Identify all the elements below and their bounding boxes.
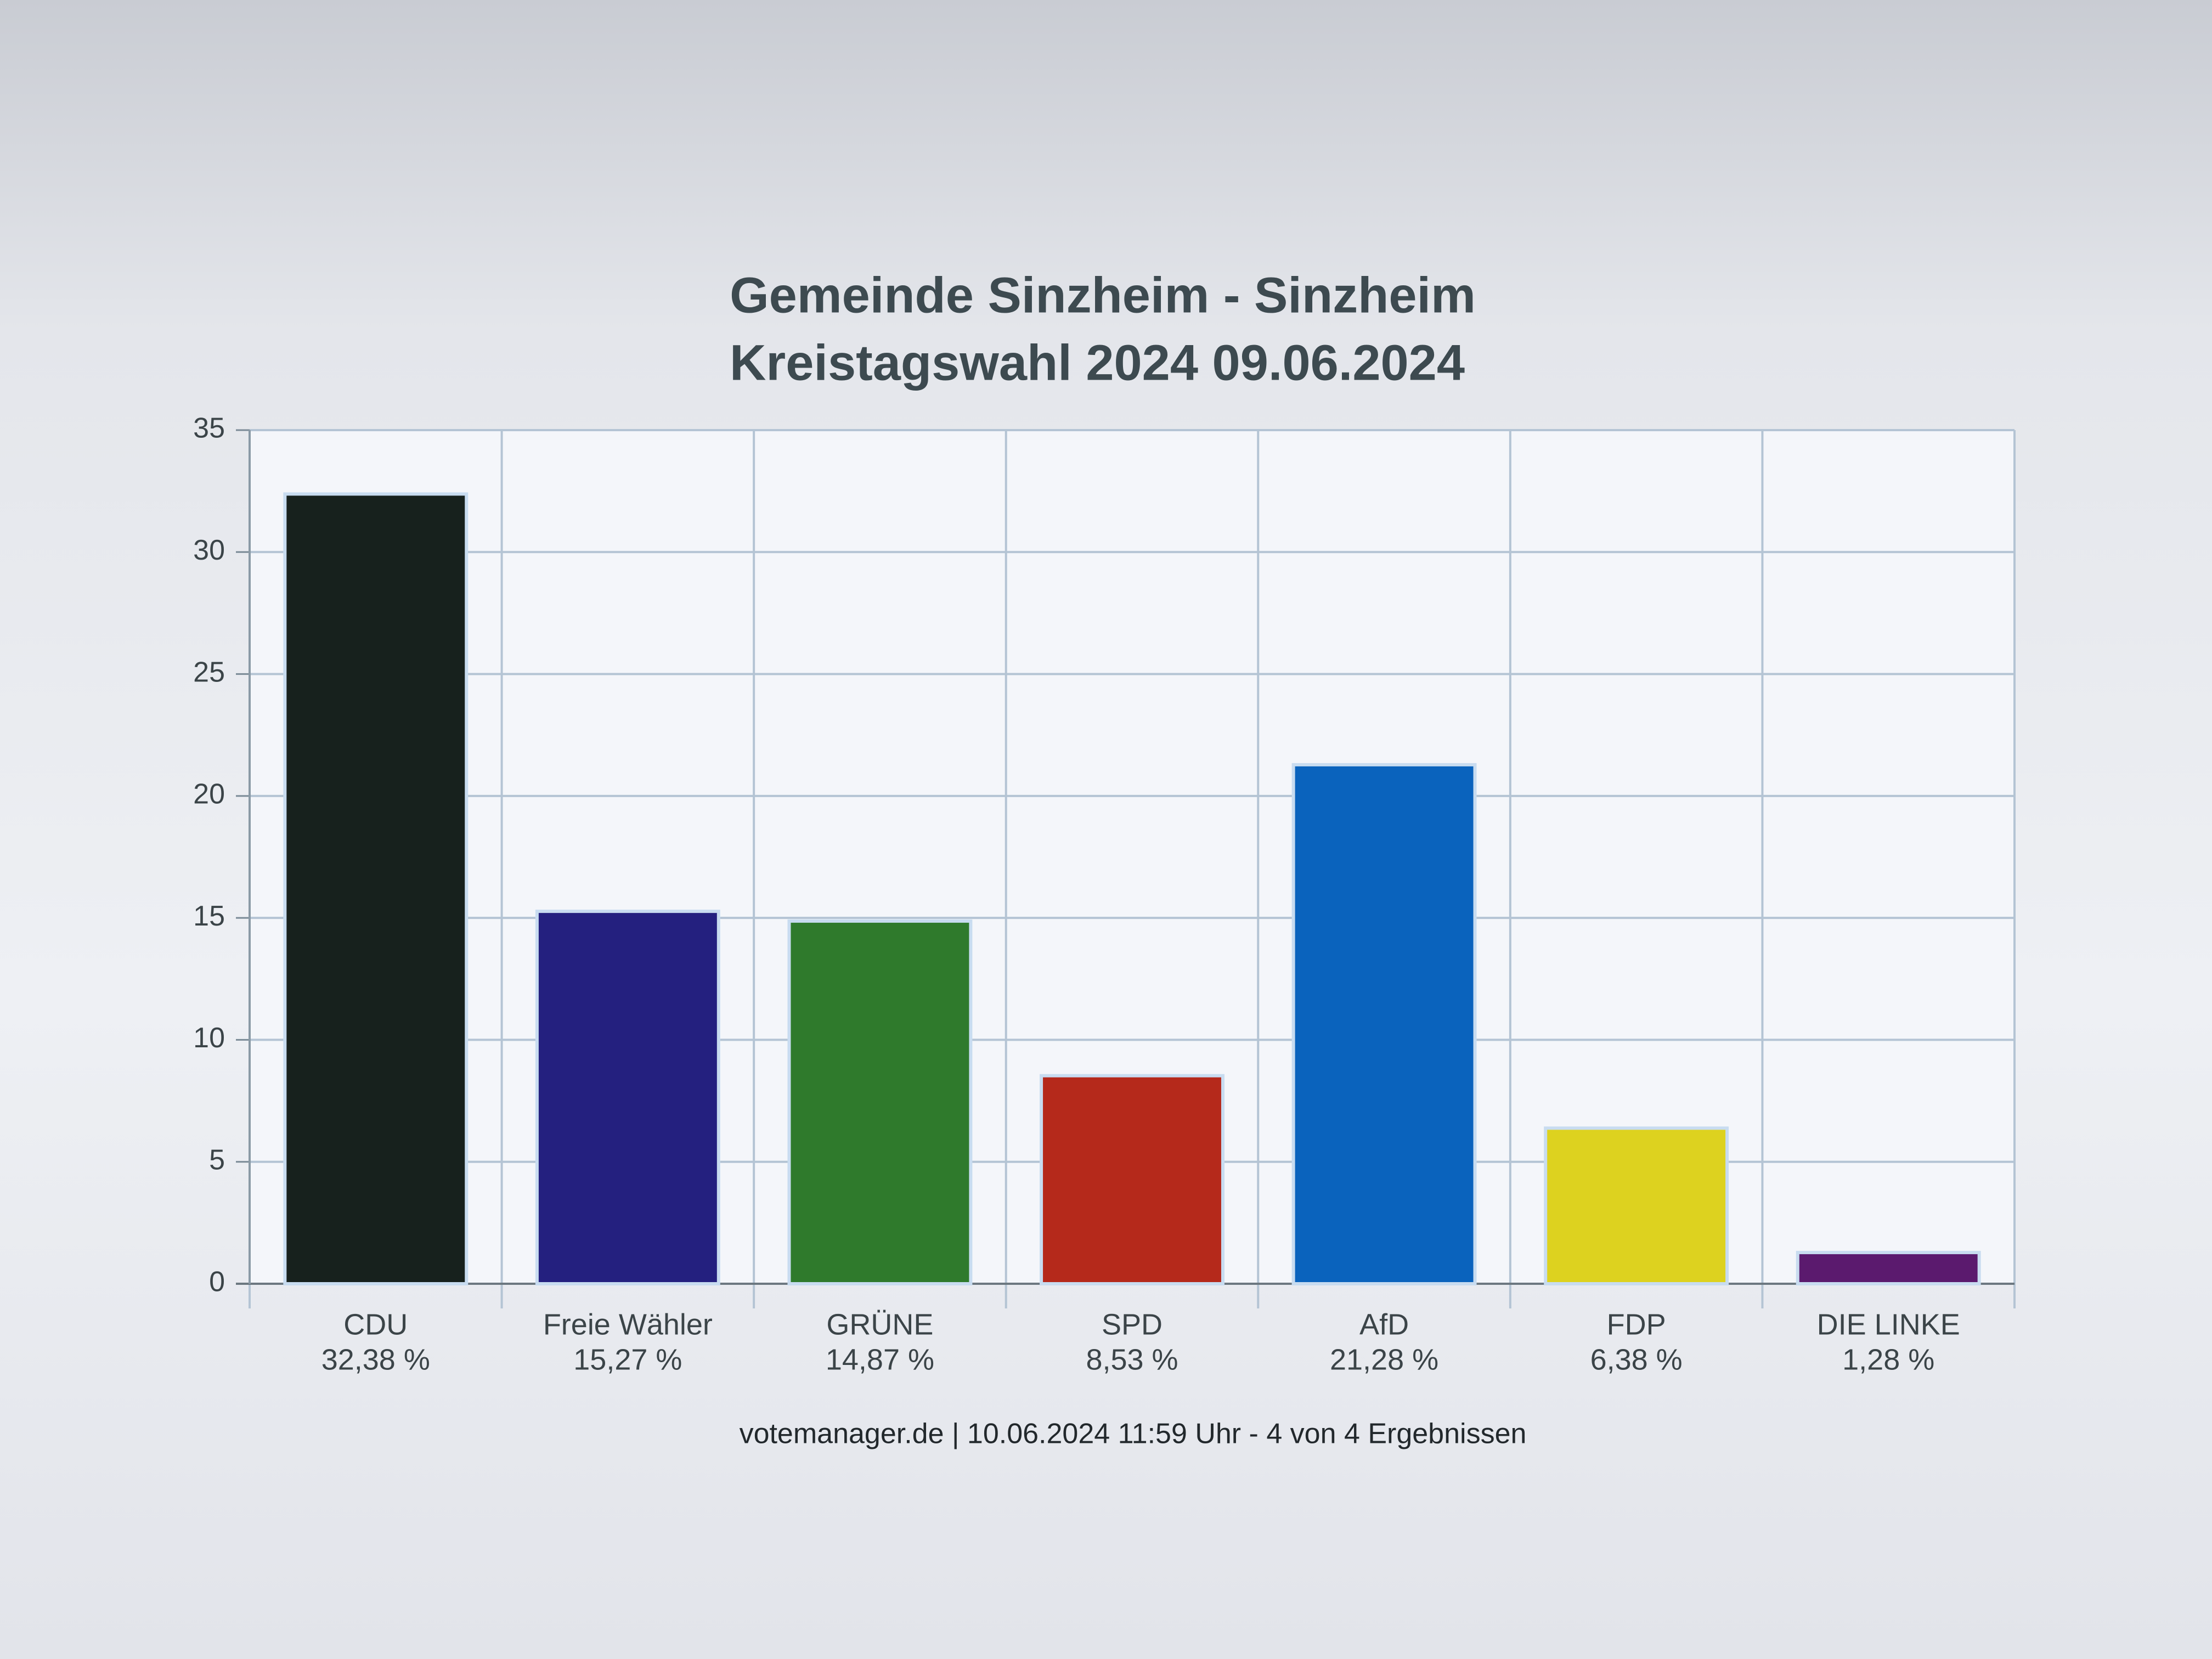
y-tick-label: 15	[193, 900, 225, 932]
x-tick-label: FDP	[1607, 1308, 1666, 1341]
value-label: 32,38 %	[321, 1343, 430, 1376]
x-tick-label: CDU	[343, 1308, 408, 1341]
y-tick-label: 10	[193, 1022, 225, 1054]
x-tick-label: GRÜNE	[826, 1308, 933, 1341]
y-tick-label: 35	[193, 413, 225, 444]
y-tick-label: 25	[193, 656, 225, 688]
value-label: 6,38 %	[1590, 1343, 1683, 1376]
x-tick-label: Freie Wähler	[543, 1308, 713, 1341]
chart-subtitle: Kreistagswahl 2024 09.06.2024	[730, 335, 1465, 391]
bar	[1544, 1126, 1729, 1286]
y-tick-label: 5	[209, 1144, 225, 1176]
value-label: 1,28 %	[1842, 1343, 1934, 1376]
x-tick-label: AfD	[1359, 1308, 1409, 1341]
value-label: 14,87 %	[826, 1343, 934, 1376]
bar	[535, 910, 720, 1285]
x-tick-label: SPD	[1102, 1308, 1163, 1341]
chart-title: Gemeinde Sinzheim - Sinzheim	[730, 267, 1476, 323]
bar	[283, 492, 469, 1286]
source-note: votemanager.de | 10.06.2024 11:59 Uhr - …	[740, 1418, 1527, 1450]
y-tick-label: 30	[193, 534, 225, 566]
value-label: 21,28 %	[1330, 1343, 1438, 1376]
y-tick-label: 20	[193, 778, 225, 810]
bar	[787, 919, 973, 1285]
bar	[1040, 1074, 1224, 1285]
value-label: 15,27 %	[573, 1343, 682, 1376]
x-tick-label: DIE LINKE	[1817, 1308, 1960, 1341]
bar	[1291, 763, 1477, 1285]
y-tick-label: 0	[209, 1266, 225, 1298]
value-label: 8,53 %	[1086, 1343, 1178, 1376]
bar	[1796, 1251, 1981, 1286]
